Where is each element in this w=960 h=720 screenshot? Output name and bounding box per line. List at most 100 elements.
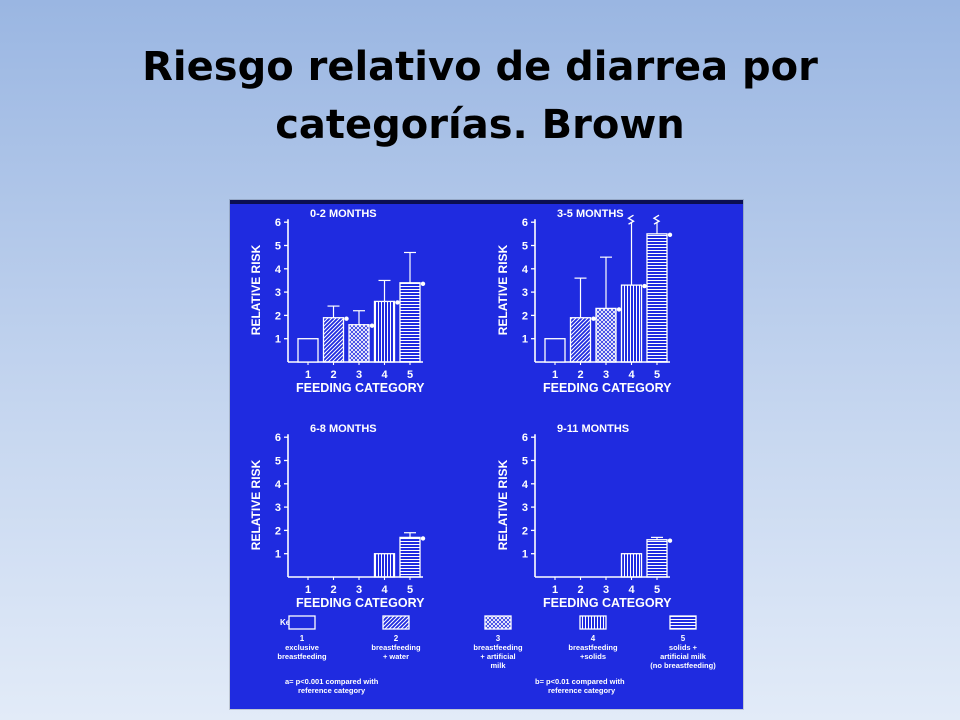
y-axis-label: RELATIVE RISK xyxy=(496,459,510,550)
x-tick-label: 3 xyxy=(356,584,362,596)
y-tick-label: 1 xyxy=(522,549,528,561)
y-axis-label: RELATIVE RISK xyxy=(496,244,510,335)
y-tick-label: 4 xyxy=(275,264,282,276)
x-tick-label: 5 xyxy=(654,369,660,381)
y-tick-label: 1 xyxy=(275,334,281,346)
bar-category-5 xyxy=(399,536,421,578)
key-number: 1 xyxy=(300,634,305,643)
significance-marker xyxy=(616,307,622,312)
y-tick-label: 2 xyxy=(522,525,528,537)
y-tick-label: 3 xyxy=(275,502,281,514)
x-tick-label: 1 xyxy=(552,369,558,381)
y-tick-label: 4 xyxy=(522,479,529,491)
y-tick-label: 5 xyxy=(522,456,528,468)
bar-category-5 xyxy=(646,233,668,363)
key-description: exclusive xyxy=(285,643,319,652)
y-tick-label: 1 xyxy=(275,549,281,561)
significance-marker xyxy=(420,281,426,286)
slide-title-line-1: Riesgo relativo de diarrea por xyxy=(142,44,818,90)
bar-category-2 xyxy=(322,317,345,363)
key-description: breastfeeding xyxy=(277,652,327,661)
y-tick-label: 5 xyxy=(275,241,281,253)
key-description: breastfeeding xyxy=(371,643,421,652)
significance-marker xyxy=(344,316,349,321)
significance-marker xyxy=(642,283,647,289)
key-swatch-vertical xyxy=(579,615,607,630)
bar-category-4 xyxy=(620,284,643,363)
chart-title: 9-11 MONTHS xyxy=(557,423,629,435)
x-tick-label: 2 xyxy=(577,584,583,596)
significance-marker xyxy=(667,232,673,238)
key-swatch-diagonal xyxy=(382,615,410,630)
key-swatch-horizontal xyxy=(669,615,697,630)
figure-panel: 0-2 MONTHS RELATIVE RISK 1 2 3 4 5 6 1 2 3 4 5 FEEDIN… xyxy=(230,200,743,709)
y-tick-label: 6 xyxy=(275,217,281,229)
y-tick-label: 6 xyxy=(522,217,528,229)
x-axis-label: FEEDING CATEGORY xyxy=(296,381,425,395)
x-tick-label: 3 xyxy=(356,369,362,381)
footnote-a: a= p<0.001 compared with xyxy=(285,677,379,686)
x-axis-label: FEEDING CATEGORY xyxy=(543,596,672,610)
chart-title: 6-8 MONTHS xyxy=(310,423,377,435)
x-tick-label: 1 xyxy=(305,584,311,596)
x-tick-label: 2 xyxy=(330,369,336,381)
x-tick-label: 2 xyxy=(330,584,336,596)
key-number: 2 xyxy=(394,634,399,643)
key-number: 5 xyxy=(681,634,686,643)
y-tick-label: 3 xyxy=(522,502,528,514)
footnote-a: reference category xyxy=(298,686,366,695)
x-tick-label: 1 xyxy=(552,584,558,596)
key-description: breastfeeding xyxy=(568,643,618,652)
significance-marker xyxy=(591,316,596,321)
key-description: breastfeeding xyxy=(473,643,523,652)
x-tick-label: 1 xyxy=(305,369,311,381)
key-swatch-crosshatch xyxy=(484,615,512,630)
key-description: milk xyxy=(490,661,506,670)
key-description: + water xyxy=(383,652,409,661)
x-tick-label: 3 xyxy=(603,584,609,596)
y-axis-label: RELATIVE RISK xyxy=(249,459,263,550)
axis-break-mark xyxy=(627,214,635,225)
y-tick-label: 4 xyxy=(522,264,529,276)
y-tick-label: 5 xyxy=(522,241,528,253)
y-tick-label: 6 xyxy=(275,432,281,444)
significance-marker xyxy=(667,538,673,543)
x-axis-label: FEEDING CATEGORY xyxy=(543,381,672,395)
significance-marker xyxy=(395,300,400,305)
chart-title: 0-2 MONTHS xyxy=(310,208,377,220)
y-tick-label: 3 xyxy=(275,287,281,299)
x-tick-label: 5 xyxy=(407,584,413,596)
key-description: + artificial xyxy=(480,652,515,661)
key-description: (no breastfeeding) xyxy=(650,661,716,670)
y-tick-label: 1 xyxy=(522,334,528,346)
x-axis-label: FEEDING CATEGORY xyxy=(296,596,425,610)
x-tick-label: 4 xyxy=(381,584,388,596)
y-axis-label: RELATIVE RISK xyxy=(249,244,263,335)
x-tick-label: 5 xyxy=(407,369,413,381)
key-number: 4 xyxy=(591,634,596,643)
x-tick-label: 5 xyxy=(654,584,660,596)
x-tick-label: 3 xyxy=(603,369,609,381)
footnote-b: b= p<0.01 compared with xyxy=(535,677,625,686)
bar-category-1 xyxy=(544,338,566,363)
y-tick-label: 5 xyxy=(275,456,281,468)
x-tick-label: 2 xyxy=(577,369,583,381)
key-description: artificial milk xyxy=(660,652,707,661)
x-tick-label: 4 xyxy=(628,584,635,596)
slide-title: Riesgo relativo de diarrea por categoría… xyxy=(0,38,960,154)
key-description: solids + xyxy=(669,643,698,652)
bar-category-5 xyxy=(646,539,668,578)
significance-marker xyxy=(420,536,426,541)
bar-category-5 xyxy=(399,282,421,363)
slide-title-line-2: categorías. Brown xyxy=(275,102,685,148)
y-tick-label: 2 xyxy=(275,310,281,322)
